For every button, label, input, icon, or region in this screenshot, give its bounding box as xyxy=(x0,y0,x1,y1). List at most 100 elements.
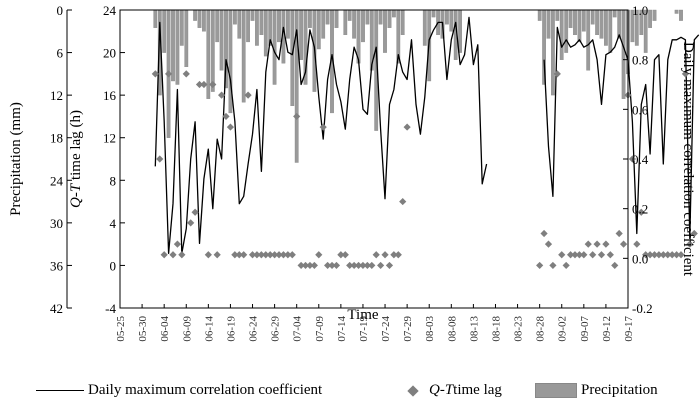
time-lag-point xyxy=(226,123,235,131)
precipitation-bar xyxy=(643,9,648,53)
precipitation-bar xyxy=(551,9,555,96)
x-tick-label: 09-07 xyxy=(579,316,591,342)
time-lag-point xyxy=(218,91,226,99)
time-lag-point xyxy=(160,251,168,259)
precipitation-bar xyxy=(219,9,224,71)
precipitation-bar xyxy=(564,9,569,53)
x-tick-label: 09-02 xyxy=(557,316,569,342)
time-lag-point xyxy=(213,251,221,259)
x-tick-label: 06-09 xyxy=(181,316,193,342)
time-lag-axis-title: Q-T time lag (h) xyxy=(68,110,84,208)
time-lag-point xyxy=(222,112,230,121)
precipitation-bar xyxy=(232,9,237,25)
time-lag-point xyxy=(204,251,212,259)
time-lag-point xyxy=(562,261,570,270)
precipitation-bar xyxy=(458,9,462,53)
x-tick-label: 07-29 xyxy=(402,316,414,342)
precipitation-bar xyxy=(604,9,608,46)
time-lag-point xyxy=(385,261,394,270)
precipitation-axis-title: Precipitation (mm) xyxy=(8,102,24,216)
precipitation-bar xyxy=(608,9,613,53)
time-lag-point xyxy=(571,251,579,259)
x-tick-label: 08-13 xyxy=(468,316,480,342)
precipitation-bar xyxy=(449,9,454,32)
time-lag-point xyxy=(341,251,349,259)
x-tick-label: 08-28 xyxy=(535,316,547,342)
precipitation-bar xyxy=(568,9,573,28)
precipitation-bar xyxy=(215,9,220,43)
time-lag-point xyxy=(584,240,592,248)
precipitation-bar xyxy=(250,9,255,21)
correlation-tick-label: 0.6 xyxy=(632,102,649,117)
precipitation-bar xyxy=(277,9,281,43)
precipitation-bar xyxy=(648,9,653,28)
precipitation-bar xyxy=(630,9,635,43)
time-lag-point xyxy=(390,251,398,259)
time-lag-point xyxy=(628,155,637,163)
time-lag-point xyxy=(297,261,305,270)
precipitation-bar xyxy=(537,9,542,21)
precipitation-bar xyxy=(581,9,586,32)
time-lag-point xyxy=(195,80,204,89)
precipitation-bar xyxy=(586,9,591,71)
precipitation-bar xyxy=(387,9,392,28)
time-lag-point xyxy=(536,261,544,270)
x-tick-label: 06-24 xyxy=(248,316,260,342)
correlation-tick-label: 0.8 xyxy=(632,53,648,68)
time-lag-point xyxy=(664,251,672,259)
time-lag-point xyxy=(231,251,239,259)
precipitation-bar xyxy=(577,9,582,43)
time-lag-point xyxy=(549,261,557,270)
precipitation-bar xyxy=(555,9,560,21)
time-lag-point xyxy=(275,251,283,259)
precipitation-bar xyxy=(361,9,365,43)
x-tick-label: 07-19 xyxy=(358,316,370,342)
precipitation-bar xyxy=(559,9,564,60)
precipitation-bar xyxy=(639,9,644,35)
legend-item-scatter: Q-T time lag xyxy=(405,382,502,399)
axis-layer: 0 6 12 18 24 30 36 42 24 20 16 12 8 4 0 -4 1.0 0.8 0.6 0.4 0… xyxy=(8,3,696,342)
x-tick-label: 07-09 xyxy=(314,316,326,342)
time-lag-point xyxy=(615,229,623,238)
precipitation-bar xyxy=(383,9,387,53)
time-lag-point xyxy=(368,261,376,270)
time-lag-point xyxy=(672,251,681,259)
legend-bar-swatch xyxy=(535,383,577,398)
x-tick-label: 06-29 xyxy=(270,316,282,342)
precipitation-bar xyxy=(206,9,211,99)
time-lag-point xyxy=(187,219,195,227)
time-lag-point xyxy=(372,251,380,259)
time-lag-point xyxy=(650,251,659,259)
time-lag-point xyxy=(266,251,274,259)
legend-item-bar: Precipitation xyxy=(535,382,658,399)
legend-line-swatch xyxy=(36,390,84,391)
precipitation-bar xyxy=(197,9,202,28)
time-lag-tick-label: 4 xyxy=(110,216,117,231)
precipitation-bar xyxy=(325,9,330,25)
x-tick-label: 09-17 xyxy=(623,316,635,342)
precipitation-bar xyxy=(316,9,321,50)
time-lag-axis-title-italic: Q-T xyxy=(68,182,84,208)
time-lag-point xyxy=(659,251,667,259)
precipitation-bar xyxy=(573,9,577,35)
time-lag-point xyxy=(350,261,358,270)
time-lag-tick-label: 20 xyxy=(103,46,116,61)
precipitation-bar xyxy=(352,9,356,39)
x-tick-label: 05-25 xyxy=(115,316,127,342)
time-lag-point xyxy=(319,123,327,131)
precipitation-bar xyxy=(590,9,595,25)
time-lag-point xyxy=(359,261,367,270)
precipitation-bar xyxy=(228,9,233,114)
time-lag-point xyxy=(597,251,606,259)
time-lag-point xyxy=(169,251,177,259)
precipitation-bar xyxy=(162,9,167,53)
correlation-tick-label: -0.2 xyxy=(632,301,653,316)
x-tick-label: 05-30 xyxy=(137,316,149,342)
correlation-tick-label: 0.2 xyxy=(632,202,648,217)
time-lag-point xyxy=(606,251,614,259)
precipitation-bar xyxy=(254,9,259,46)
time-lag-point xyxy=(540,229,548,238)
time-lag-point xyxy=(235,251,243,259)
time-lag-point xyxy=(619,240,628,248)
precipitation-bar xyxy=(595,9,600,35)
